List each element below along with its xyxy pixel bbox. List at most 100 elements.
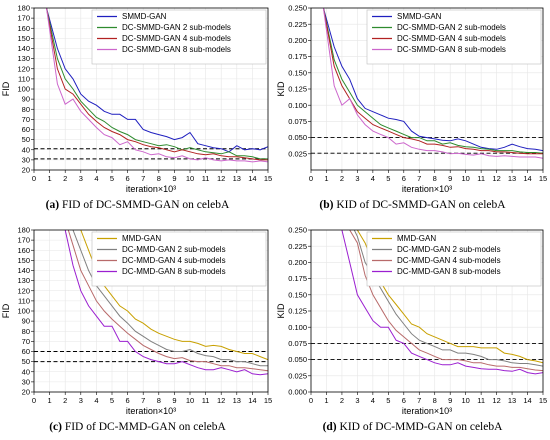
legend-label-4: DC-SMMD-GAN 8 sub-models [122,45,231,54]
x-tick-label: 4 [94,396,98,405]
y-tick-label: 100 [17,307,30,316]
x-tick-label: 14 [248,174,256,183]
y-tick-label: 70 [22,337,30,346]
y-tick-label: 0.025 [288,371,307,380]
x-tick-label: 11 [477,174,485,183]
caption-b: (b) KID of DC-SMMD-GAN on celebA [275,199,550,211]
x-tick-label: 5 [386,396,390,405]
x-tick-label: 14 [248,396,256,405]
chart-kid-dc-smmd-gan: 0.025 0.050 0.075 0.100 0.125 0.150 0.175 0.200… [276,4,547,194]
x-tick-label: 11 [202,174,210,183]
y-tick-label: 170 [17,236,30,245]
series-line-1 [46,8,268,153]
x-tick-label: 11 [202,396,210,405]
legend: MMD-GAN DC-MMD-GAN 2 sub-models DC-MMD-GAN… [366,231,542,287]
x-tick-label: 8 [433,174,437,183]
y-tick-label: 20 [22,388,30,397]
x-tick-label: 12 [217,396,225,405]
y-tick-label: 110 [18,74,30,83]
x-tick-label: 15 [539,174,547,183]
legend-box [91,9,267,65]
x-tick-label: 14 [523,174,531,183]
y-tick-label: 60 [22,125,30,134]
caption-d-text: KID of DC-MMD-GAN on celebA [336,421,503,433]
series-group [341,230,543,375]
x-tick-label: 9 [448,396,452,405]
chart-kid-dc-mmd-gan: 0.000 0.025 0.050 0.075 0.100 0.125 0.150 0.175… [276,226,547,416]
x-tick-label: 2 [63,174,67,183]
x-tick-label: 13 [233,396,241,405]
y-tick-label: 100 [17,85,30,94]
x-tick-label: 14 [523,396,531,405]
caption-a-text: FID of DC-SMMD-GAN on celebA [59,199,230,211]
legend-label-3: DC-SMMD-GAN 4 sub-models [122,34,231,43]
x-tick-label: 12 [492,396,500,405]
y-tick-label: 180 [17,226,30,235]
x-tick-label: 10 [186,396,194,405]
x-tick-label: 0 [32,396,36,405]
caption-b-text: KID of DC-SMMD-GAN on celebA [333,199,506,211]
y-tick-label: 70 [22,115,30,124]
x-tick-label: 8 [157,396,161,405]
y-axis-label: FID [1,303,11,318]
chart-fid-dc-smmd-gan: 2030405060708090100110120130140150160170… [1,4,272,194]
legend: SMMD-GAN DC-SMMD-GAN 2 sub-models DC-SMMD-… [91,9,267,65]
caption-d: (d) KID of DC-MMD-GAN on celebA [275,421,550,433]
y-tick-label: 40 [22,367,30,376]
x-tick-label: 9 [172,174,176,183]
caption-c: (c) FID of DC-MMD-GAN on celebA [0,421,275,433]
y-tick-label: 0.050 [288,133,307,142]
x-axis-label: iteration×10³ [126,406,176,416]
y-axis-label: KID [276,303,286,319]
y-tick-label: 0.075 [288,339,307,348]
x-tick-label: 8 [157,174,161,183]
legend-label-2: DC-MMD-GAN 2 sub-models [122,245,226,254]
y-tick-label: 0.150 [288,290,307,299]
y-tick-label: 150 [17,256,30,265]
x-tick-label: 5 [110,396,114,405]
x-tick-label: 1 [324,396,328,405]
x-tick-label: 10 [461,396,469,405]
legend: MMD-GAN DC-MMD-GAN 2 sub-models DC-MMD-GAN… [91,231,267,287]
x-tick-label: 13 [508,396,516,405]
series-line-3 [46,8,268,161]
legend-box [91,231,267,287]
y-tick-label: 140 [17,266,30,275]
x-tick-label: 6 [402,396,406,405]
y-tick-label: 0.025 [288,149,307,158]
y-tick-label: 40 [22,145,30,154]
caption-a: (a) FID of DC-SMMD-GAN on celebA [0,199,275,211]
y-tick-label: 110 [18,296,30,305]
y-tick-label: 0.200 [288,36,307,45]
series-line-4 [322,8,543,159]
series-group [64,230,268,376]
x-tick-label: 15 [264,396,272,405]
series-line-2 [353,230,543,367]
series-line-4 [341,230,543,375]
legend-label-1: MMD-GAN [397,234,436,243]
y-tick-label: 80 [22,327,30,336]
x-tick-label: 12 [492,174,500,183]
series-line-3 [67,230,268,372]
y-tick-label: 120 [17,64,30,73]
legend-label-3: DC-SMMD-GAN 4 sub-models [397,34,506,43]
x-tick-label: 2 [63,396,67,405]
y-tick-label: 0.250 [288,4,307,13]
series-group [322,8,543,159]
y-tick-label: 0.075 [288,117,307,126]
x-tick-label: 7 [417,396,421,405]
x-tick-label: 4 [371,174,375,183]
x-tick-label: 3 [355,174,359,183]
legend-label-3: DC-MMD-GAN 4 sub-models [397,256,501,265]
y-tick-label: 0.175 [288,52,307,61]
y-tick-label: 170 [17,14,30,23]
y-tick-label: 160 [17,246,30,255]
y-tick-label: 90 [22,317,30,326]
series-line-1 [322,8,543,152]
legend-label-2: DC-SMMD-GAN 2 sub-models [397,23,506,32]
y-tick-label: 150 [17,34,30,43]
x-tick-label: 3 [79,174,83,183]
y-tick-label: 0.225 [288,20,307,29]
x-tick-label: 15 [264,174,272,183]
